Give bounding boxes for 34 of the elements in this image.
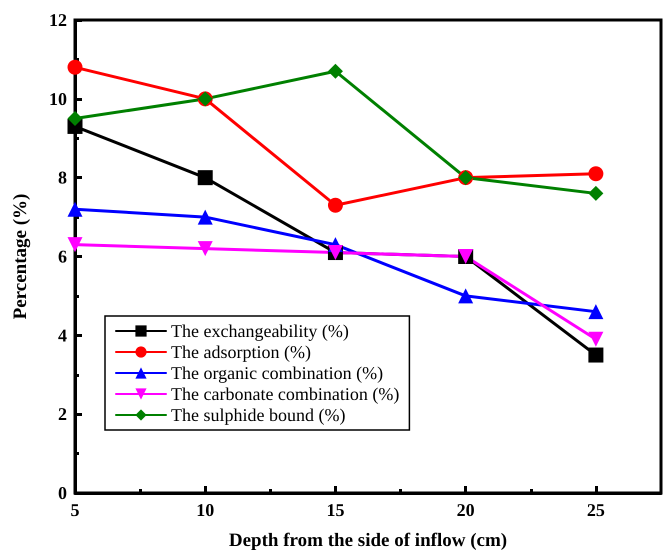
y-axis-title: Percentage (%) bbox=[10, 194, 31, 320]
point bbox=[68, 202, 82, 217]
y-tick-label: 6 bbox=[58, 246, 67, 266]
point bbox=[328, 64, 343, 79]
point bbox=[588, 166, 604, 182]
legend-label: The sulphide bound (%) bbox=[171, 405, 346, 425]
y-tick-label: 2 bbox=[58, 404, 67, 424]
x-tick-label: 15 bbox=[326, 500, 344, 520]
point bbox=[588, 304, 604, 320]
point bbox=[198, 241, 213, 256]
point bbox=[198, 170, 213, 186]
x-axis-title: Depth from the side of inflow (cm) bbox=[228, 530, 508, 551]
point bbox=[328, 198, 343, 213]
point bbox=[68, 60, 82, 75]
legend-label: The organic combination (%) bbox=[171, 363, 384, 383]
legend-label: The carbonate combination (%) bbox=[171, 384, 400, 404]
y-tick-label: 10 bbox=[49, 88, 67, 109]
legend-label: The adsorption (%) bbox=[171, 342, 311, 362]
x-tick-label: 5 bbox=[70, 500, 80, 520]
point bbox=[68, 237, 82, 252]
y-tick-label: 8 bbox=[58, 168, 67, 188]
point bbox=[68, 111, 82, 126]
point bbox=[198, 210, 213, 225]
legend-label: The exchangeability (%) bbox=[171, 321, 349, 341]
point bbox=[588, 348, 604, 363]
x-tick-label: 20 bbox=[456, 500, 475, 520]
point bbox=[588, 332, 604, 347]
y-tick-label: 0 bbox=[58, 483, 67, 503]
y-tick-label: 12 bbox=[49, 10, 67, 30]
x-tick-label: 10 bbox=[196, 500, 214, 520]
y-tick-label: 4 bbox=[58, 325, 67, 346]
point bbox=[588, 186, 604, 201]
x-tick-label: 25 bbox=[586, 500, 605, 520]
point bbox=[458, 288, 474, 304]
